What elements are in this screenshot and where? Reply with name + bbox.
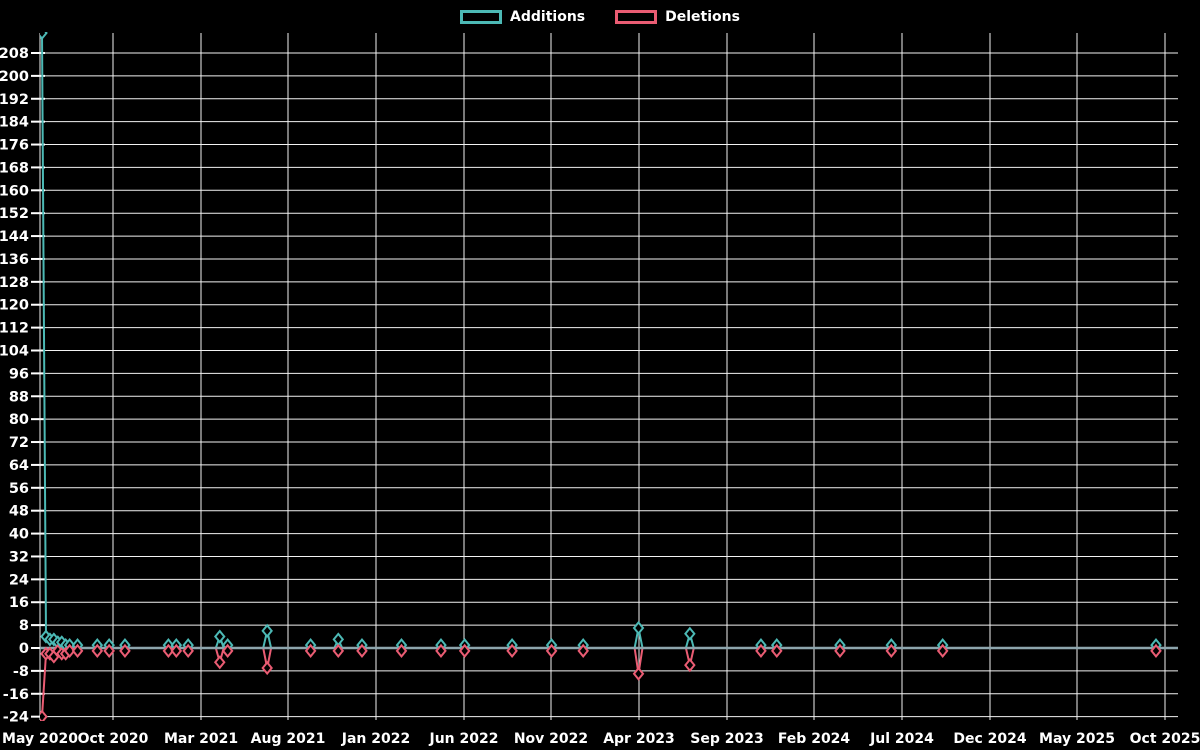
y-tick-label: 136 <box>0 252 29 268</box>
deletions-marker <box>119 643 131 658</box>
x-tick-label: May 2020 <box>2 731 78 747</box>
additions-legend-label: Additions <box>510 9 586 25</box>
y-tick-label: 208 <box>0 46 29 62</box>
deletions-marker <box>577 643 589 658</box>
deletions-marker <box>304 643 317 658</box>
deletions-marker <box>261 660 273 676</box>
y-tick-label: 96 <box>9 366 29 382</box>
additions-swatch-icon <box>460 10 503 24</box>
deletions-marker <box>936 643 949 658</box>
x-tick-label: Nov 2022 <box>514 731 588 747</box>
additions-marker <box>40 32 48 41</box>
x-tick-label: May 2025 <box>1039 731 1115 747</box>
deletions-line <box>41 646 1157 717</box>
y-tick-label: 56 <box>9 481 29 497</box>
deletions-marker <box>213 655 226 670</box>
x-tick-label: Jan 2022 <box>341 731 410 747</box>
y-tick-label: 8 <box>19 618 29 634</box>
x-tick-label: Sep 2023 <box>690 731 763 747</box>
x-tick-label: Feb 2024 <box>778 731 851 747</box>
y-tick-label: -8 <box>13 664 29 680</box>
y-tick-label: 120 <box>0 298 29 314</box>
legend-item-additions[interactable]: Additions <box>460 9 585 25</box>
x-tick-label: Dec 2024 <box>953 731 1027 747</box>
y-tick-label: -24 <box>3 710 29 726</box>
y-tick-label: 200 <box>0 69 29 85</box>
x-tick-label: Oct 2025 <box>1130 731 1200 747</box>
deletions-marker <box>63 643 76 658</box>
y-tick-label: 72 <box>9 435 29 451</box>
deletions-marker <box>332 643 345 658</box>
y-tick-label: 48 <box>9 504 29 520</box>
legend-item-deletions[interactable]: Deletions <box>615 9 740 25</box>
additions-marker <box>213 629 226 644</box>
deletions-marker <box>632 666 645 681</box>
deletions-marker <box>506 643 518 658</box>
deletions-swatch-icon <box>615 10 658 24</box>
deletions-marker <box>395 643 408 658</box>
additions-marker <box>332 632 345 647</box>
deletions-marker <box>356 643 368 658</box>
y-tick-label: 24 <box>9 572 29 588</box>
deletions-marker <box>40 709 48 721</box>
additions-line <box>41 32 1157 650</box>
x-tick-label: Jun 2022 <box>429 731 499 747</box>
y-tick-label: 152 <box>0 206 29 222</box>
deletions-marker <box>545 643 558 658</box>
deletions-marker <box>182 643 194 658</box>
y-tick-label: -16 <box>3 687 29 703</box>
y-tick-label: 144 <box>0 229 29 245</box>
deletions-marker <box>834 643 846 658</box>
additions-marker <box>632 620 645 636</box>
additions-marker <box>684 626 696 641</box>
y-tick-label: 32 <box>9 549 29 565</box>
y-tick-label: 184 <box>0 115 29 131</box>
y-tick-label: 176 <box>0 138 29 154</box>
x-axis: May 2020 Oct 2020 Mar 2021 Aug 2021 Jan 2022… <box>2 33 1200 747</box>
deletions-marker <box>755 643 767 658</box>
deletions-marker <box>885 643 898 658</box>
deletions-marker <box>71 643 84 658</box>
y-tick-label: 160 <box>0 183 29 199</box>
y-tick-label: 112 <box>0 321 29 337</box>
x-tick-label: Aug 2021 <box>251 731 326 747</box>
deletions-marker <box>458 643 471 658</box>
chart-legend: Additions Deletions <box>0 4 1200 30</box>
x-tick-label: Jul 2024 <box>869 731 934 747</box>
deletions-marker <box>221 643 234 658</box>
y-tick-label: 80 <box>9 412 29 428</box>
x-tick-label: Apr 2023 <box>603 731 675 747</box>
y-tick-label: 0 <box>19 641 29 657</box>
y-tick-label: 168 <box>0 160 29 176</box>
additions-marker <box>261 623 273 638</box>
deletions-marker <box>1150 643 1162 658</box>
deletions-marker <box>770 643 783 658</box>
y-axis: 2082001921841761681601521441361281201121… <box>0 46 1178 726</box>
deletions-marker <box>170 643 183 658</box>
deletions-marker <box>103 643 115 658</box>
deletions-marker <box>435 643 447 658</box>
y-tick-label: 64 <box>9 458 29 474</box>
deletions-marker <box>684 658 696 673</box>
y-tick-label: 104 <box>0 343 29 359</box>
x-tick-label: Mar 2021 <box>164 731 238 747</box>
deletions-marker <box>91 643 104 658</box>
y-tick-label: 40 <box>9 527 29 543</box>
y-tick-label: 128 <box>0 275 29 291</box>
y-tick-label: 88 <box>9 389 29 405</box>
x-tick-label: Oct 2020 <box>78 731 149 747</box>
deletions-marker <box>162 643 175 658</box>
y-tick-label: 16 <box>9 595 29 611</box>
y-tick-label: 192 <box>0 92 29 108</box>
data-point-markers <box>40 32 1162 721</box>
deletions-legend-label: Deletions <box>665 9 740 25</box>
